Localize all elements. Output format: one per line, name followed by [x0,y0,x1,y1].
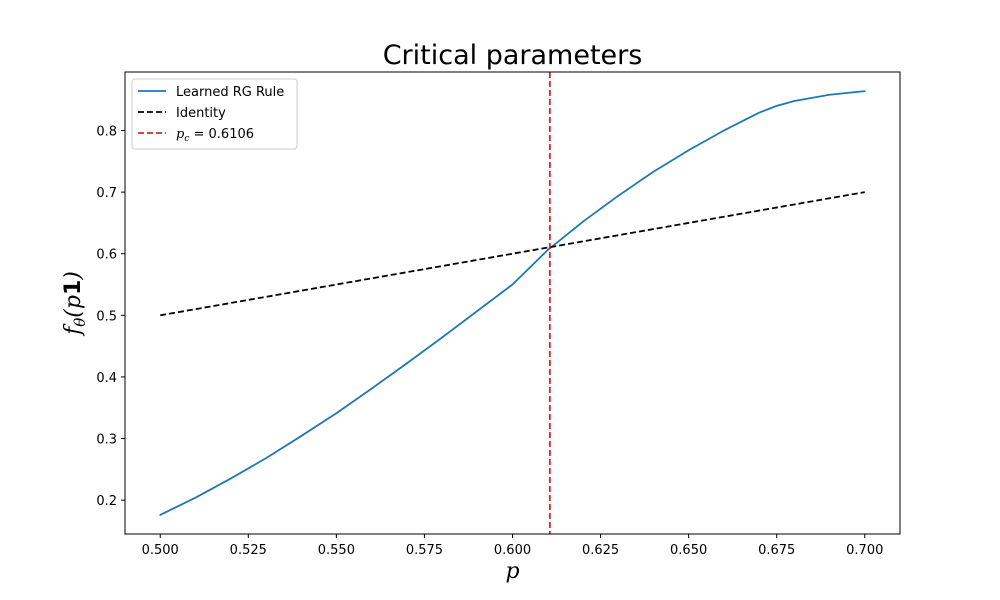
x-tick-label: 0.600 [494,543,531,558]
series-line-learned-rg-rule [159,90,866,516]
legend: Learned RG Rule Identity pc = 0.6106 [131,78,298,150]
x-tick-label: 0.575 [406,543,443,558]
series-line-identity [160,191,865,317]
y-tick-label: 0.6 [96,248,117,263]
y-axis-label-part: ) [61,271,86,281]
y-axis-label-part: (p [61,295,86,318]
x-tick-label: 0.650 [670,543,707,558]
y-axis: 0.2 0.3 0.4 0.5 0.6 0.7 0.8 [96,125,125,509]
y-axis-label: fθ(p1) [61,271,89,337]
y-tick-label: 0.8 [96,125,117,140]
chart-title: Critical parameters [383,40,643,71]
y-axis-label-part: θ [71,318,89,327]
y-tick-label: 0.2 [96,494,117,509]
y-axis-label-part: 1 [61,280,86,295]
x-tick-label: 0.525 [230,543,267,558]
x-tick-label: 0.550 [318,543,355,558]
legend-label-learned-rg-rule: Learned RG Rule [176,85,284,100]
legend-label-critical-parameter: pc = 0.6106 [176,127,254,144]
y-tick-label: 0.7 [96,186,117,201]
y-tick-label: 0.4 [96,371,117,386]
legend-label-identity: Identity [176,106,226,121]
y-tick-label: 0.5 [96,309,117,324]
y-tick-label: 0.3 [96,433,117,448]
series-lines [159,90,866,516]
x-axis: 0.500 0.525 0.550 0.575 0.600 0.625 0.650 0.675… [142,534,883,558]
x-tick-label: 0.675 [758,543,795,558]
x-tick-label: 0.700 [846,543,883,558]
x-tick-label: 0.500 [142,543,179,558]
x-tick-label: 0.625 [582,543,619,558]
x-axis-label: p [505,559,519,584]
legend-frame [131,78,298,150]
